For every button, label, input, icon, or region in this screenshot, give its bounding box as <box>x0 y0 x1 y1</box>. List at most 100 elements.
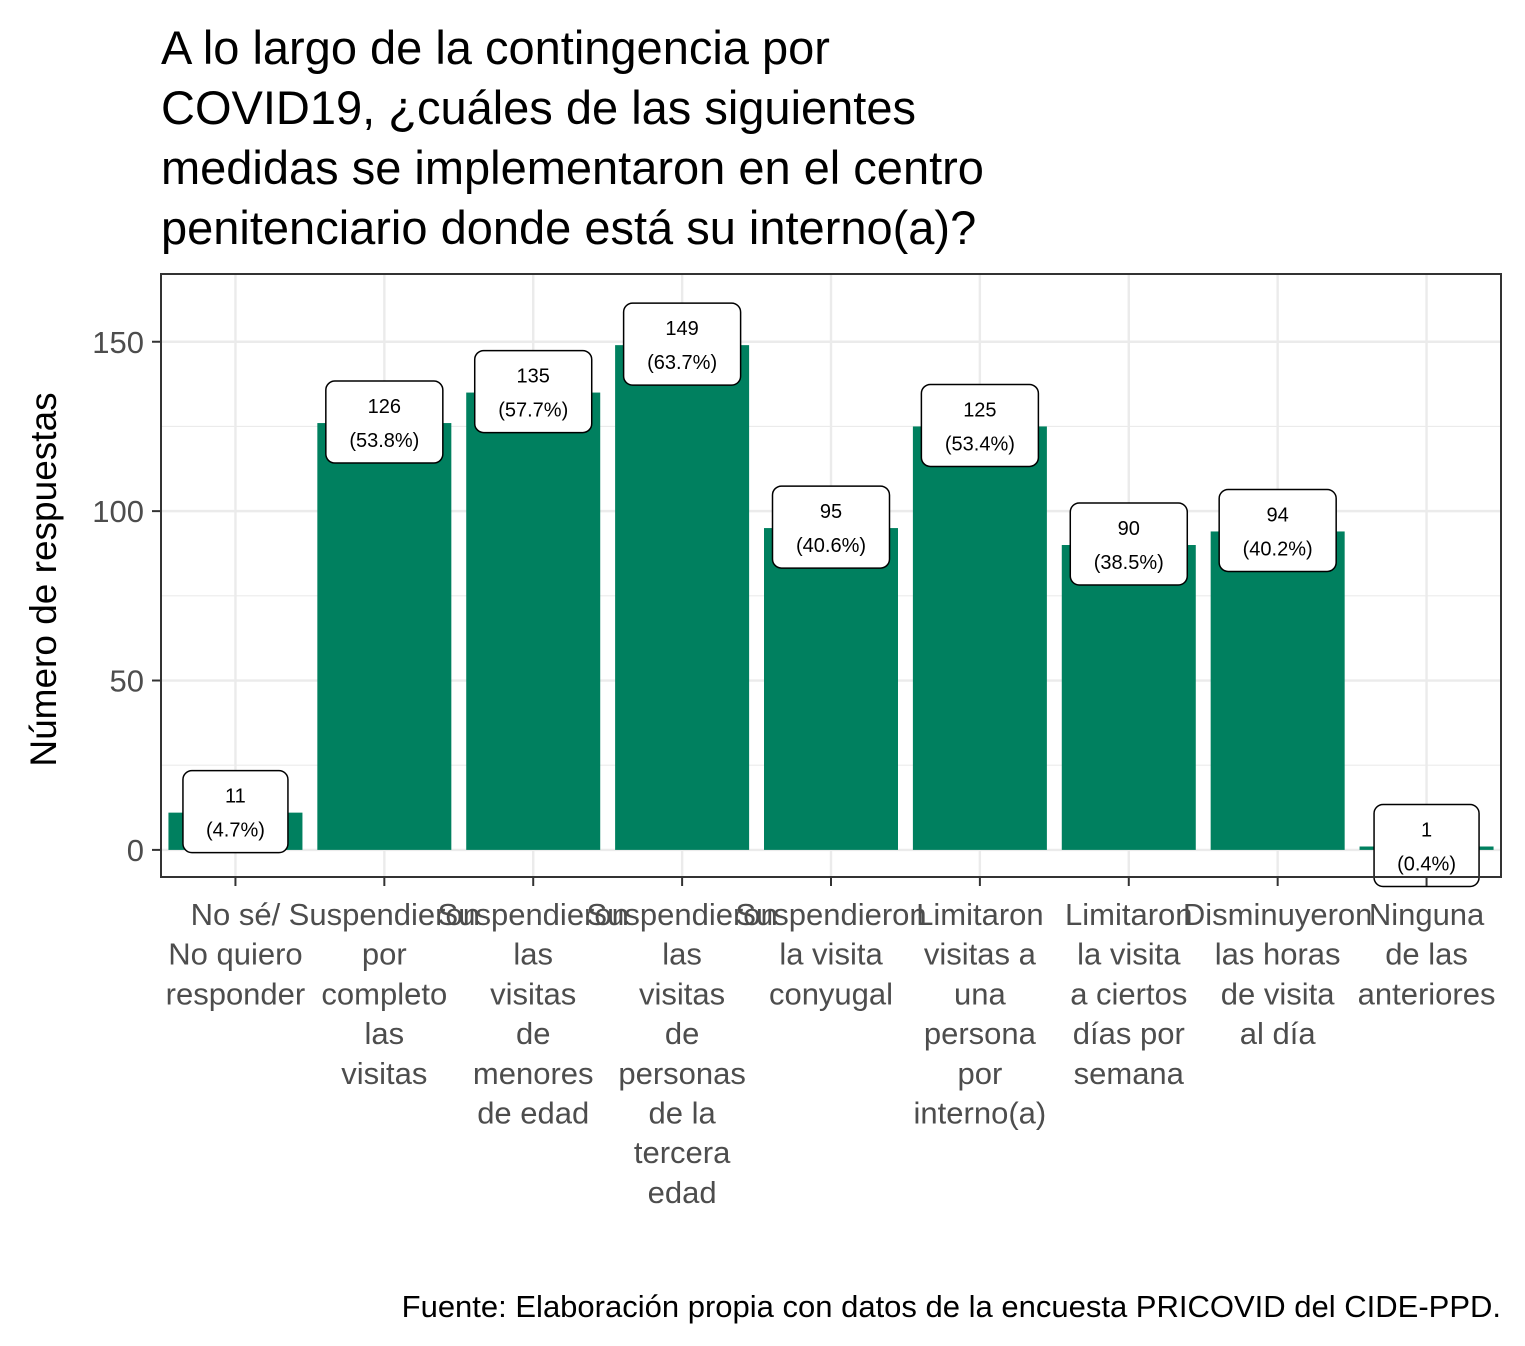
x-tick-label-line: las <box>365 1016 405 1051</box>
y-tick-label: 50 <box>110 664 144 699</box>
data-label: 1 (0.4%) <box>1373 803 1480 888</box>
data-label-box <box>325 380 444 464</box>
data-label-box <box>1069 502 1189 586</box>
x-tick-label-line: No quiero <box>168 937 302 972</box>
data-label-value: 135 <box>517 366 550 388</box>
x-tick-label-line: anteriores <box>1358 976 1496 1011</box>
x-tick-label-line: días por <box>1073 1016 1185 1051</box>
x-tick-label-line: semana <box>1074 1056 1185 1091</box>
x-axis: No sé/No quiero responder Suspendieron por c… <box>166 877 1496 1210</box>
x-tick-label-line: de visita <box>1221 976 1335 1011</box>
y-tick-label: 100 <box>92 494 144 529</box>
x-tick-label-line: interno(a) <box>914 1096 1047 1131</box>
bar <box>317 423 452 850</box>
data-label: 149 (63.7%) <box>622 302 742 386</box>
x-tick-label-line: la visita <box>779 937 883 972</box>
x-tick-label: Limitaron la visita a ciertos días por seman… <box>1065 897 1193 1091</box>
x-tick-label-line: de edad <box>477 1096 589 1131</box>
x-tick-label-line: Suspendieron <box>735 897 926 932</box>
bar <box>466 392 601 850</box>
x-tick-label-line: las <box>662 937 702 972</box>
x-tick-label-line: a ciertos <box>1070 976 1187 1011</box>
data-label-percent: (53.4%) <box>945 433 1015 455</box>
chart-title: A lo largo de la contingencia por COVID19… <box>161 21 984 254</box>
data-label-box <box>1373 803 1480 888</box>
data-label-value: 94 <box>1267 504 1289 526</box>
bar <box>764 528 898 850</box>
data-label-percent: (4.7%) <box>206 820 265 842</box>
x-tick-label-line: Disminuyeron <box>1183 897 1373 932</box>
x-tick-label-line: No sé/ <box>191 897 281 932</box>
x-tick-label-line: de <box>665 1016 699 1051</box>
data-label-box <box>473 349 593 434</box>
chart-caption: Fuente: Elaboración propia con datos de … <box>402 1289 1501 1324</box>
data-label-percent: (63.7%) <box>647 352 717 374</box>
x-tick-label-line: Limitaron <box>1065 897 1193 932</box>
data-label: 94 (40.2%) <box>1218 488 1337 573</box>
x-tick-label-line: visitas <box>639 976 725 1011</box>
data-label: 11 (4.7%) <box>182 769 289 854</box>
data-label: 135 (57.7%) <box>473 349 593 434</box>
data-label-percent: (53.8%) <box>349 430 419 452</box>
data-label-percent: (40.2%) <box>1243 538 1313 560</box>
data-label-value: 149 <box>665 318 698 340</box>
bar <box>615 345 750 850</box>
data-label-value: 90 <box>1118 518 1140 540</box>
x-tick-label-line: por <box>957 1056 1002 1091</box>
data-label-box <box>622 302 742 386</box>
chart-title-line: medidas se implementaron en el centro <box>161 141 984 194</box>
data-label-value: 125 <box>963 399 996 421</box>
x-tick-label-line: al día <box>1240 1016 1317 1051</box>
x-tick-label-line: Ninguna <box>1369 897 1485 932</box>
x-tick-label-line: conyugal <box>769 976 893 1011</box>
x-tick-label-line: la visita <box>1077 937 1181 972</box>
data-label-value: 126 <box>368 396 401 418</box>
x-tick-label: Ninguna de las anteriores <box>1358 897 1496 1011</box>
bar <box>912 426 1047 850</box>
data-label-value: 95 <box>820 501 842 523</box>
data-label-percent: (38.5%) <box>1094 552 1164 574</box>
data-label: 126 (53.8%) <box>325 380 444 464</box>
x-tick-label: Suspendieron por completo las visitas <box>289 897 480 1091</box>
x-tick-label-line: menores <box>473 1056 594 1091</box>
x-tick-label-line: Limitaron <box>916 897 1044 932</box>
data-label-box <box>771 485 891 569</box>
data-label-value: 11 <box>225 786 246 808</box>
data-label-value: 1 <box>1421 820 1432 842</box>
data-label-percent: (0.4%) <box>1397 854 1456 876</box>
x-tick-label-line: las horas <box>1215 937 1341 972</box>
x-tick-label: Suspendieron las visitas de menores de edad <box>438 897 629 1131</box>
x-tick-label-line: Suspendieron <box>438 897 629 932</box>
x-tick-label-line: completo <box>321 976 447 1011</box>
x-tick-label-line: de las <box>1385 937 1468 972</box>
bar <box>1061 545 1196 850</box>
x-tick-label: Limitaron visitas a una persona por interno(a… <box>914 897 1047 1131</box>
y-axis-label: Número de respuestas <box>23 392 64 766</box>
data-label: 95 (40.6%) <box>771 485 891 569</box>
bars <box>168 345 1494 850</box>
data-label-box <box>920 383 1040 468</box>
data-label: 125 (53.4%) <box>920 383 1040 468</box>
x-tick-label-line: una <box>954 976 1006 1011</box>
x-tick-label-line: las <box>513 937 553 972</box>
chart-title-line: penitenciario donde está su interno(a)? <box>161 201 976 254</box>
chart-title-line: A lo largo de la contingencia por <box>161 21 830 74</box>
x-tick-label-line: responder <box>166 976 306 1011</box>
chart-title-line: COVID19, ¿cuáles de las siguientes <box>161 81 916 134</box>
y-axis: 0 50 100 150 <box>92 325 161 868</box>
data-label-percent: (57.7%) <box>498 400 568 422</box>
bar <box>1210 531 1345 850</box>
data-label: 90 (38.5%) <box>1069 502 1189 586</box>
x-tick-label-line: de <box>516 1016 550 1051</box>
x-tick-label-line: edad <box>648 1175 717 1210</box>
x-tick-label-line: persona <box>924 1016 1037 1051</box>
x-tick-label-line: Suspendieron <box>289 897 480 932</box>
x-tick-label: Suspendieron las visitas de personas de la ter… <box>586 897 777 1210</box>
x-tick-label: Disminuyeron las horas de visita al día <box>1183 897 1373 1051</box>
x-tick-label-line: visitas <box>341 1056 427 1091</box>
x-tick-label-line: visitas a <box>924 937 1037 972</box>
data-labels: 11 (4.7%) 126 (53.8%) 135 (57.7%) 149 (63.7%) 95… <box>182 302 1480 888</box>
data-label-box <box>182 769 289 854</box>
y-tick-label: 0 <box>127 833 144 868</box>
